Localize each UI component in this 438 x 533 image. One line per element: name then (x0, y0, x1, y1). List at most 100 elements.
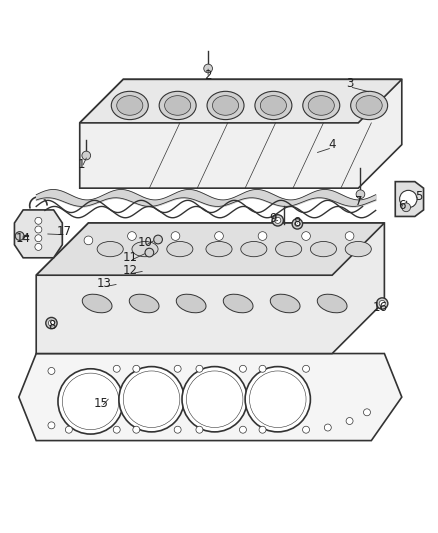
Ellipse shape (356, 96, 382, 115)
Text: 1: 1 (78, 158, 86, 171)
Circle shape (292, 219, 303, 229)
Circle shape (15, 232, 24, 240)
Circle shape (259, 365, 266, 372)
Circle shape (272, 215, 283, 226)
Circle shape (182, 367, 247, 432)
Ellipse shape (212, 96, 239, 115)
Circle shape (82, 151, 91, 160)
Circle shape (119, 367, 184, 432)
Circle shape (240, 365, 247, 372)
Text: 17: 17 (57, 225, 72, 238)
Ellipse shape (132, 241, 158, 257)
Ellipse shape (207, 91, 244, 119)
Circle shape (345, 232, 354, 240)
Ellipse shape (117, 96, 143, 115)
Ellipse shape (159, 91, 196, 119)
Ellipse shape (176, 294, 206, 313)
Ellipse shape (276, 241, 302, 257)
Text: 5: 5 (416, 190, 423, 204)
Text: 6: 6 (398, 199, 406, 212)
Ellipse shape (311, 241, 336, 257)
Circle shape (154, 235, 162, 244)
Circle shape (346, 417, 353, 424)
Circle shape (324, 424, 331, 431)
Circle shape (35, 217, 42, 224)
Text: 8: 8 (293, 216, 301, 230)
Circle shape (196, 426, 203, 433)
Circle shape (133, 426, 140, 433)
Polygon shape (14, 210, 62, 258)
Circle shape (275, 217, 281, 223)
Text: 3: 3 (346, 77, 353, 90)
Circle shape (127, 232, 136, 240)
Circle shape (113, 365, 120, 372)
Text: 16: 16 (373, 301, 388, 314)
Circle shape (402, 203, 410, 212)
Text: 10: 10 (138, 236, 152, 249)
Text: 4: 4 (328, 138, 336, 151)
Ellipse shape (270, 294, 300, 313)
Text: 14: 14 (16, 232, 31, 245)
Circle shape (204, 64, 212, 73)
Circle shape (174, 365, 181, 372)
Ellipse shape (345, 241, 371, 257)
Circle shape (46, 318, 57, 329)
Polygon shape (36, 223, 385, 353)
Circle shape (245, 367, 311, 432)
Circle shape (174, 426, 181, 433)
Ellipse shape (308, 96, 334, 115)
Ellipse shape (82, 294, 112, 313)
Circle shape (48, 367, 55, 375)
Ellipse shape (206, 241, 232, 257)
Circle shape (399, 190, 417, 208)
Ellipse shape (351, 91, 388, 119)
Circle shape (356, 190, 365, 199)
Circle shape (35, 244, 42, 251)
Polygon shape (19, 353, 402, 441)
Text: 9: 9 (270, 212, 277, 225)
Ellipse shape (111, 91, 148, 119)
Circle shape (48, 422, 55, 429)
Ellipse shape (255, 91, 292, 119)
Circle shape (295, 221, 300, 227)
Text: 8: 8 (48, 319, 55, 332)
Circle shape (145, 248, 154, 257)
Circle shape (171, 232, 180, 240)
Circle shape (84, 236, 93, 245)
Ellipse shape (260, 96, 286, 115)
Circle shape (240, 426, 247, 433)
Polygon shape (80, 79, 402, 188)
Circle shape (364, 409, 371, 416)
Circle shape (215, 232, 223, 240)
Circle shape (133, 365, 140, 372)
Ellipse shape (223, 294, 253, 313)
Ellipse shape (167, 241, 193, 257)
Circle shape (302, 232, 311, 240)
Ellipse shape (317, 294, 347, 313)
Text: 15: 15 (94, 397, 109, 410)
Circle shape (196, 365, 203, 372)
Circle shape (113, 426, 120, 433)
Ellipse shape (97, 241, 123, 257)
Circle shape (258, 232, 267, 240)
Text: 12: 12 (122, 264, 137, 277)
Ellipse shape (165, 96, 191, 115)
Polygon shape (80, 79, 402, 123)
Polygon shape (36, 223, 385, 275)
Circle shape (65, 426, 72, 433)
Circle shape (58, 369, 123, 434)
Ellipse shape (241, 241, 267, 257)
Text: 7: 7 (354, 195, 362, 208)
Text: 11: 11 (122, 251, 137, 264)
Circle shape (379, 301, 385, 306)
Circle shape (259, 426, 266, 433)
Text: 2: 2 (205, 69, 212, 82)
Ellipse shape (129, 294, 159, 313)
Polygon shape (395, 182, 424, 216)
Text: 13: 13 (96, 277, 111, 290)
Circle shape (48, 320, 54, 326)
Circle shape (303, 426, 310, 433)
Circle shape (35, 235, 42, 241)
Ellipse shape (303, 91, 340, 119)
Circle shape (303, 365, 310, 372)
